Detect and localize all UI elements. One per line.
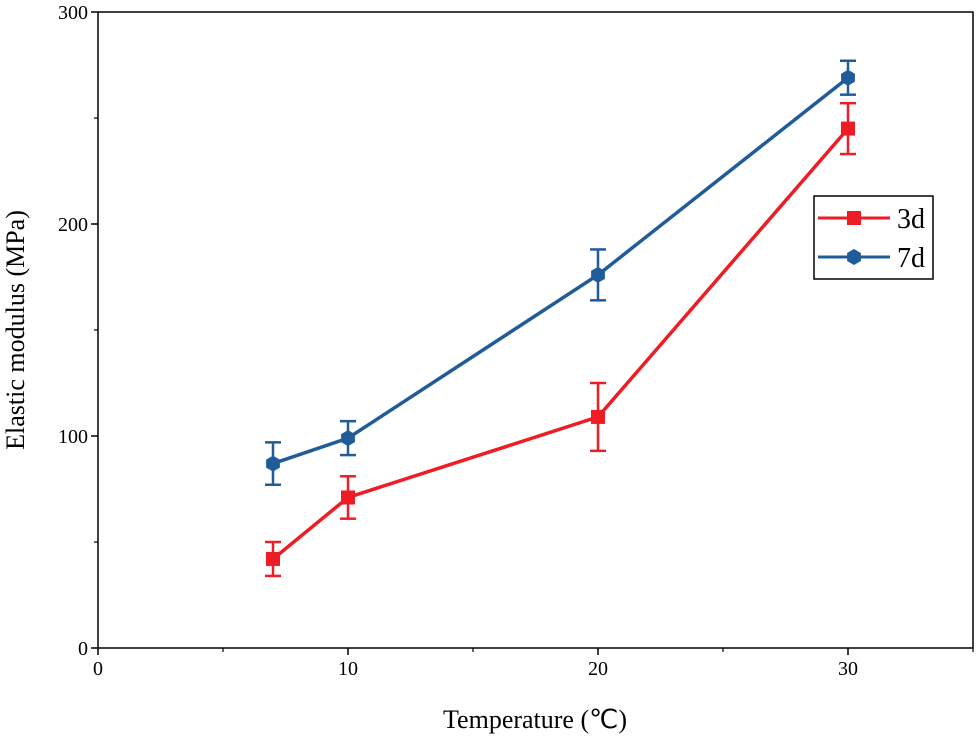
x-tick-label: 0 [93, 658, 103, 680]
y-tick-label: 200 [58, 214, 88, 236]
data-point [841, 69, 855, 86]
y-tick-label: 0 [78, 638, 88, 660]
x-tick-label: 20 [588, 658, 608, 680]
data-point [841, 121, 855, 136]
data-point [341, 430, 355, 447]
data-point [341, 490, 355, 505]
line-7d [272, 76, 850, 466]
data-point [266, 551, 280, 566]
line-3d [271, 127, 850, 561]
y-axis-label: Elastic modulus (MPa) [1, 210, 30, 450]
plot-frame [97, 11, 974, 649]
series-layer [265, 59, 856, 578]
y-tick-label: 300 [58, 2, 88, 24]
legend-box [813, 195, 934, 280]
data-point [591, 409, 605, 424]
legend: 3d 7d [813, 195, 934, 280]
y-tick-label: 100 [58, 426, 88, 448]
series-7d [265, 59, 856, 487]
legend-label-3d: 3d [897, 204, 925, 235]
legend-marker-7d [847, 249, 861, 265]
data-point [591, 266, 605, 283]
legend-marker-3d [847, 211, 861, 225]
data-point [266, 455, 280, 472]
x-tick-label: 10 [338, 658, 358, 680]
x-axis-label: Temperature (℃) [443, 705, 627, 734]
x-tick-label: 30 [838, 658, 858, 680]
legend-label-7d: 7d [897, 243, 925, 274]
series-3d [265, 101, 856, 578]
